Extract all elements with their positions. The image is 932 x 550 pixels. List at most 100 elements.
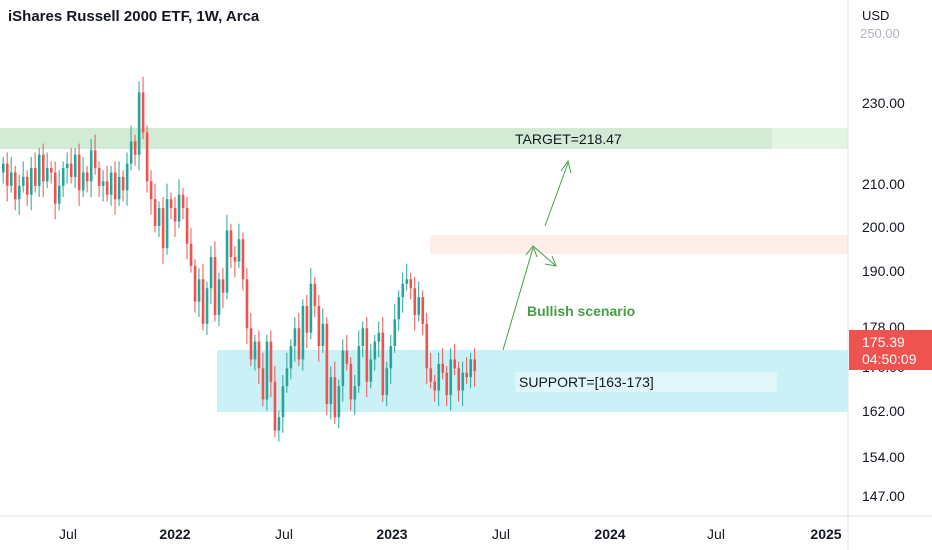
candle-body — [53, 172, 57, 204]
candle-body — [217, 279, 221, 315]
candle-body — [161, 208, 165, 249]
time-tick-label: 2024 — [594, 526, 625, 542]
scenario-label: Bullish scenario — [527, 303, 635, 319]
candle-body — [193, 265, 197, 302]
candle-body — [81, 172, 85, 191]
candle-body — [453, 359, 457, 369]
candle-body — [301, 306, 305, 360]
candle-body — [57, 185, 61, 204]
candle-body — [457, 368, 461, 391]
last-price-value: 175.39 — [862, 334, 905, 350]
candle-body — [141, 92, 145, 133]
countdown-value: 04:50:09 — [862, 351, 917, 367]
candle-body — [353, 386, 357, 400]
candle-body — [321, 323, 325, 347]
arrow-up-2 — [544, 162, 569, 227]
candle-body — [137, 92, 141, 155]
candle-body — [169, 199, 173, 209]
arrow-down-head — [544, 255, 557, 267]
candle-body — [445, 372, 449, 395]
candle-body — [309, 283, 313, 333]
candle-body — [377, 332, 381, 342]
candle-body — [153, 199, 157, 226]
candle-body — [305, 306, 309, 333]
candle-body — [401, 283, 405, 298]
candle-body — [473, 359, 477, 372]
arrow-up-2-head — [560, 159, 572, 174]
candle-body — [133, 141, 137, 155]
time-tick-label: Jul — [492, 526, 510, 542]
candle-body — [429, 368, 433, 382]
candle-body — [393, 319, 397, 347]
candle-body — [25, 176, 29, 195]
candle-body — [237, 239, 241, 262]
candle-body — [265, 341, 269, 400]
candle-body — [317, 306, 321, 347]
candle-body — [21, 176, 25, 186]
candle-body — [465, 372, 469, 378]
chart-title: iShares Russell 2000 ETF, 1W, Arca — [8, 8, 260, 25]
candle-body — [269, 341, 273, 382]
candle-body — [357, 346, 361, 387]
candle-body — [205, 288, 209, 324]
candle-body — [85, 172, 89, 182]
candle-body — [97, 168, 101, 186]
candle-body — [109, 172, 113, 195]
support-label-box — [515, 372, 777, 392]
candle-body — [189, 243, 193, 266]
price-tick-label: 210.00 — [862, 176, 905, 192]
candle-body — [413, 288, 417, 315]
candle-body — [277, 417, 281, 431]
candle-body — [249, 328, 253, 360]
candle-body — [221, 279, 225, 293]
candle-body — [145, 132, 149, 182]
candle-body — [213, 257, 217, 315]
candle-body — [285, 368, 289, 387]
arrow-down — [532, 245, 557, 267]
candle-body — [241, 239, 245, 280]
candle-body — [173, 208, 177, 222]
price-tick-label: 190.00 — [862, 263, 905, 279]
candle-body — [117, 176, 121, 200]
candle-body — [417, 297, 421, 315]
candle-body — [13, 172, 17, 200]
candle-body — [441, 363, 445, 373]
candle-body — [381, 332, 385, 395]
candle-body — [361, 328, 365, 347]
candle-body — [197, 279, 201, 302]
candle-body — [149, 181, 153, 200]
candle-body — [369, 359, 373, 382]
candle-body — [337, 386, 341, 418]
candle-body — [293, 328, 297, 347]
price-tick-label: 154.00 — [862, 449, 905, 465]
resistance-zone — [430, 235, 848, 254]
candle-body — [273, 381, 277, 431]
candle-body — [121, 176, 125, 191]
candle-body — [325, 323, 329, 404]
candle-body — [421, 297, 425, 324]
candle-body — [69, 163, 73, 177]
candle-body — [157, 208, 161, 226]
candle-body — [41, 154, 45, 182]
candle-body — [437, 363, 441, 391]
candle-body — [313, 283, 317, 306]
candle-body — [113, 172, 117, 200]
candle-body — [201, 279, 205, 324]
candle-body — [37, 154, 41, 186]
candle-body — [181, 194, 185, 209]
last-price-box — [849, 330, 932, 370]
candle-body — [281, 386, 285, 418]
candle-body — [61, 168, 65, 186]
candle-body — [5, 163, 9, 186]
price-tick-label: 162.00 — [862, 403, 905, 419]
time-tick-label: Jul — [275, 526, 293, 542]
candle-body — [77, 154, 81, 191]
candle-body — [45, 168, 49, 182]
candle-body — [289, 346, 293, 369]
candle-body — [233, 257, 237, 262]
candle-body — [449, 359, 453, 395]
price-tick-label: 230.00 — [862, 95, 905, 111]
candle-body — [2, 163, 5, 173]
candle-body — [333, 377, 337, 418]
